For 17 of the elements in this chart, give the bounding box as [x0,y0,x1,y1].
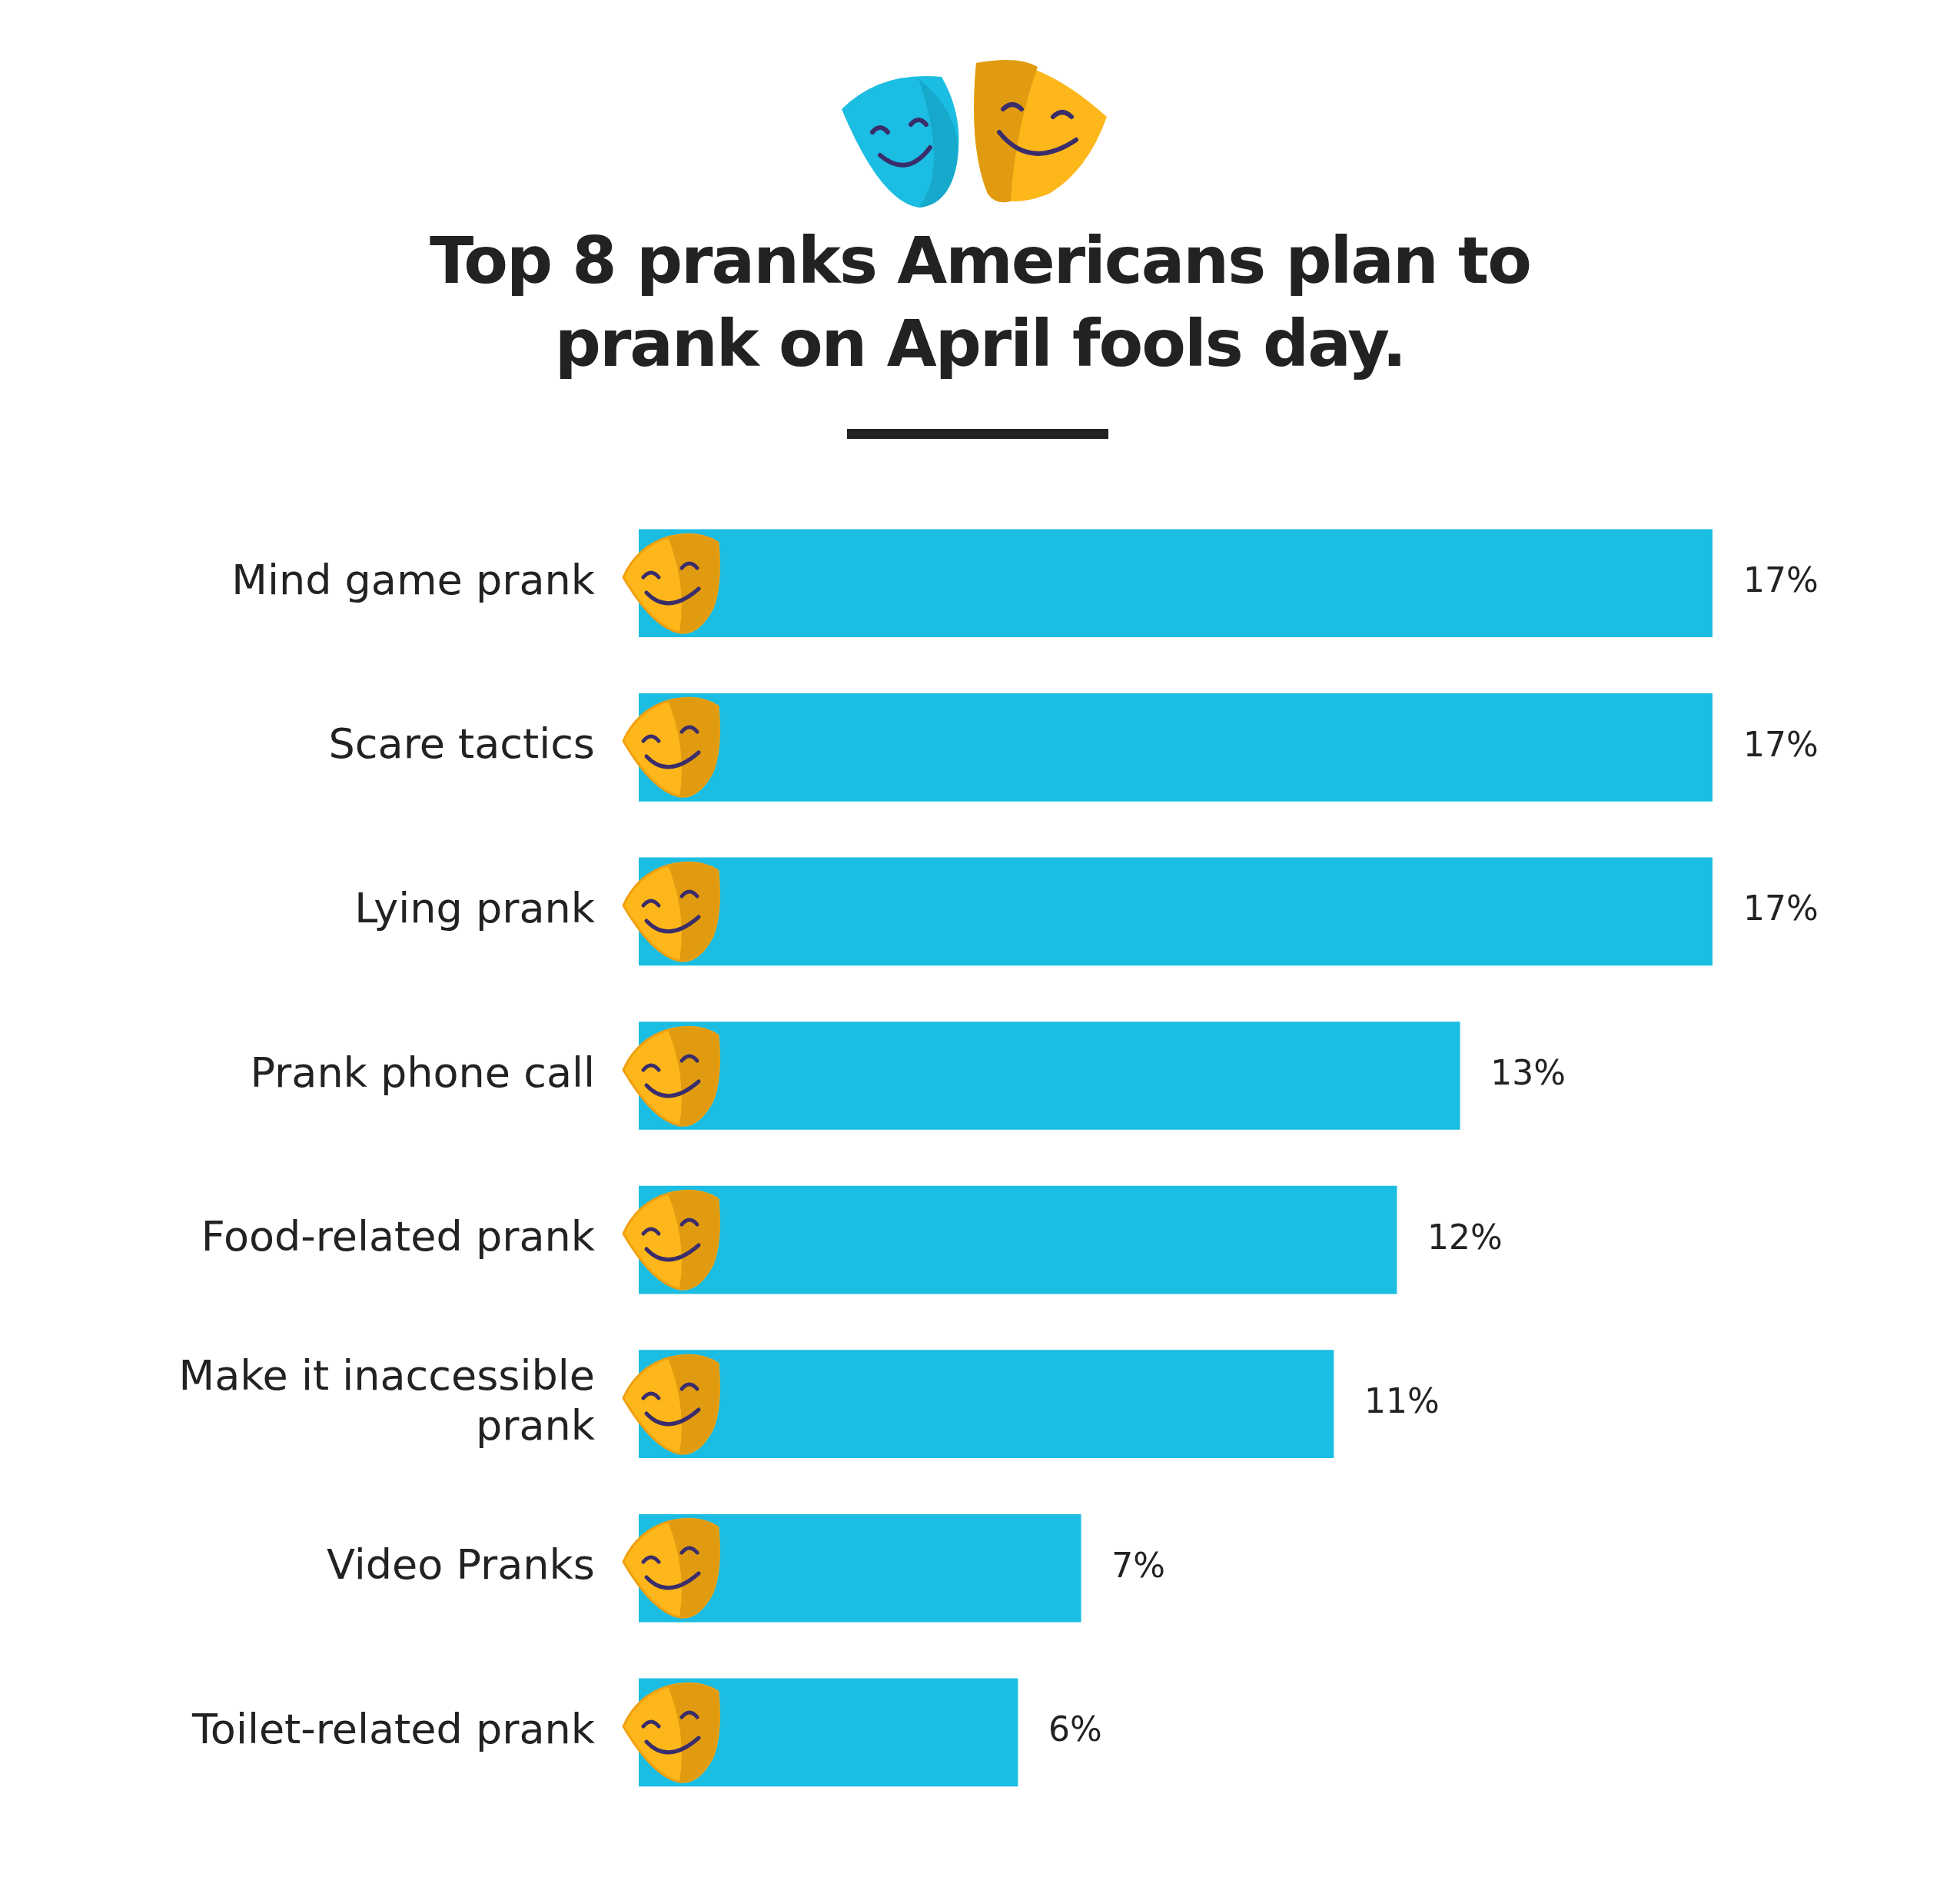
y-tick-label: Scare tactics [328,719,595,769]
chart-title: Top 8 pranks Americans plan to prank on April fools day. [429,222,1531,383]
data-label: 17% [1743,889,1819,929]
y-tick-label: Food-related prank [201,1212,596,1261]
data-label: 12% [1427,1217,1503,1257]
y-tick-label: Video Pranks [327,1540,595,1590]
data-label: 6% [1048,1709,1102,1749]
data-label: 11% [1364,1381,1440,1421]
data-label: 7% [1111,1545,1166,1585]
y-tick-label: Toilet-related prank [191,1704,596,1753]
y-tick-label: Mind game prank [231,555,596,604]
data-label: 17% [1743,560,1819,600]
y-tick-label: Make it inaccessible prank [178,1351,596,1450]
y-tick-label: Prank phone call [250,1048,595,1097]
data-label: 13% [1490,1052,1566,1092]
data-label: 17% [1743,724,1819,764]
y-tick-label: Lying prank [354,883,596,932]
